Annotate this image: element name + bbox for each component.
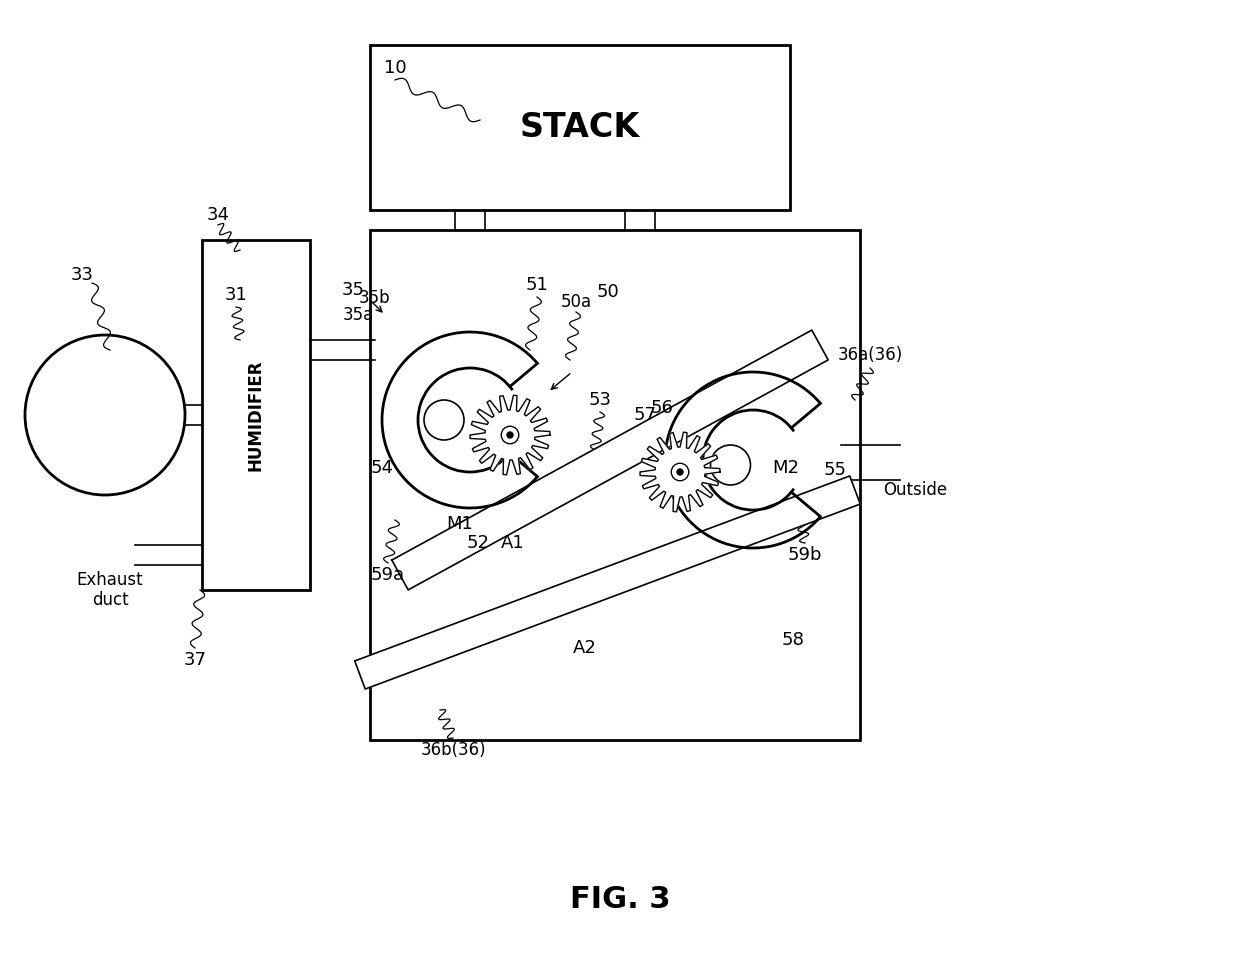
Circle shape	[501, 426, 518, 444]
Text: HUMIDIFIER: HUMIDIFIER	[247, 359, 265, 470]
Text: A1: A1	[501, 534, 525, 552]
Text: 56: 56	[651, 399, 673, 417]
Text: FIG. 3: FIG. 3	[569, 885, 671, 915]
Text: A2: A2	[573, 639, 596, 657]
Text: Exhaust
duct: Exhaust duct	[77, 570, 144, 610]
Bar	[370, 45, 790, 210]
Text: 50a: 50a	[560, 293, 591, 311]
Text: 52: 52	[466, 534, 490, 552]
Bar	[202, 240, 310, 590]
Circle shape	[677, 469, 683, 475]
Text: 36a(36): 36a(36)	[837, 346, 903, 364]
Text: 36b(36): 36b(36)	[420, 741, 486, 759]
Circle shape	[424, 400, 464, 440]
Text: 51: 51	[526, 276, 548, 294]
Polygon shape	[470, 396, 551, 475]
Text: STACK: STACK	[520, 111, 640, 144]
Text: 58: 58	[781, 631, 805, 649]
Text: M2: M2	[773, 459, 800, 477]
Circle shape	[25, 335, 185, 495]
Text: 55: 55	[823, 461, 847, 479]
Text: 57: 57	[634, 406, 656, 424]
Text: 10: 10	[383, 59, 407, 77]
Text: 33: 33	[71, 266, 93, 284]
Polygon shape	[392, 330, 828, 589]
Text: 50: 50	[596, 283, 619, 301]
Text: 54: 54	[371, 459, 393, 477]
Text: 37: 37	[184, 651, 207, 669]
Text: 35: 35	[341, 281, 365, 299]
Text: 35b: 35b	[360, 289, 391, 307]
Circle shape	[671, 464, 688, 481]
Bar	[370, 230, 861, 740]
Polygon shape	[640, 432, 720, 512]
Circle shape	[711, 445, 750, 485]
Text: Outside: Outside	[883, 481, 947, 499]
Text: 59b: 59b	[787, 546, 822, 564]
Circle shape	[507, 432, 513, 438]
Text: M1: M1	[446, 515, 474, 533]
Text: 53: 53	[589, 391, 611, 409]
Polygon shape	[355, 476, 861, 689]
Text: 34: 34	[207, 206, 229, 224]
Text: 31: 31	[224, 286, 248, 304]
Text: 35a: 35a	[342, 306, 373, 324]
Text: 59a: 59a	[371, 566, 405, 584]
